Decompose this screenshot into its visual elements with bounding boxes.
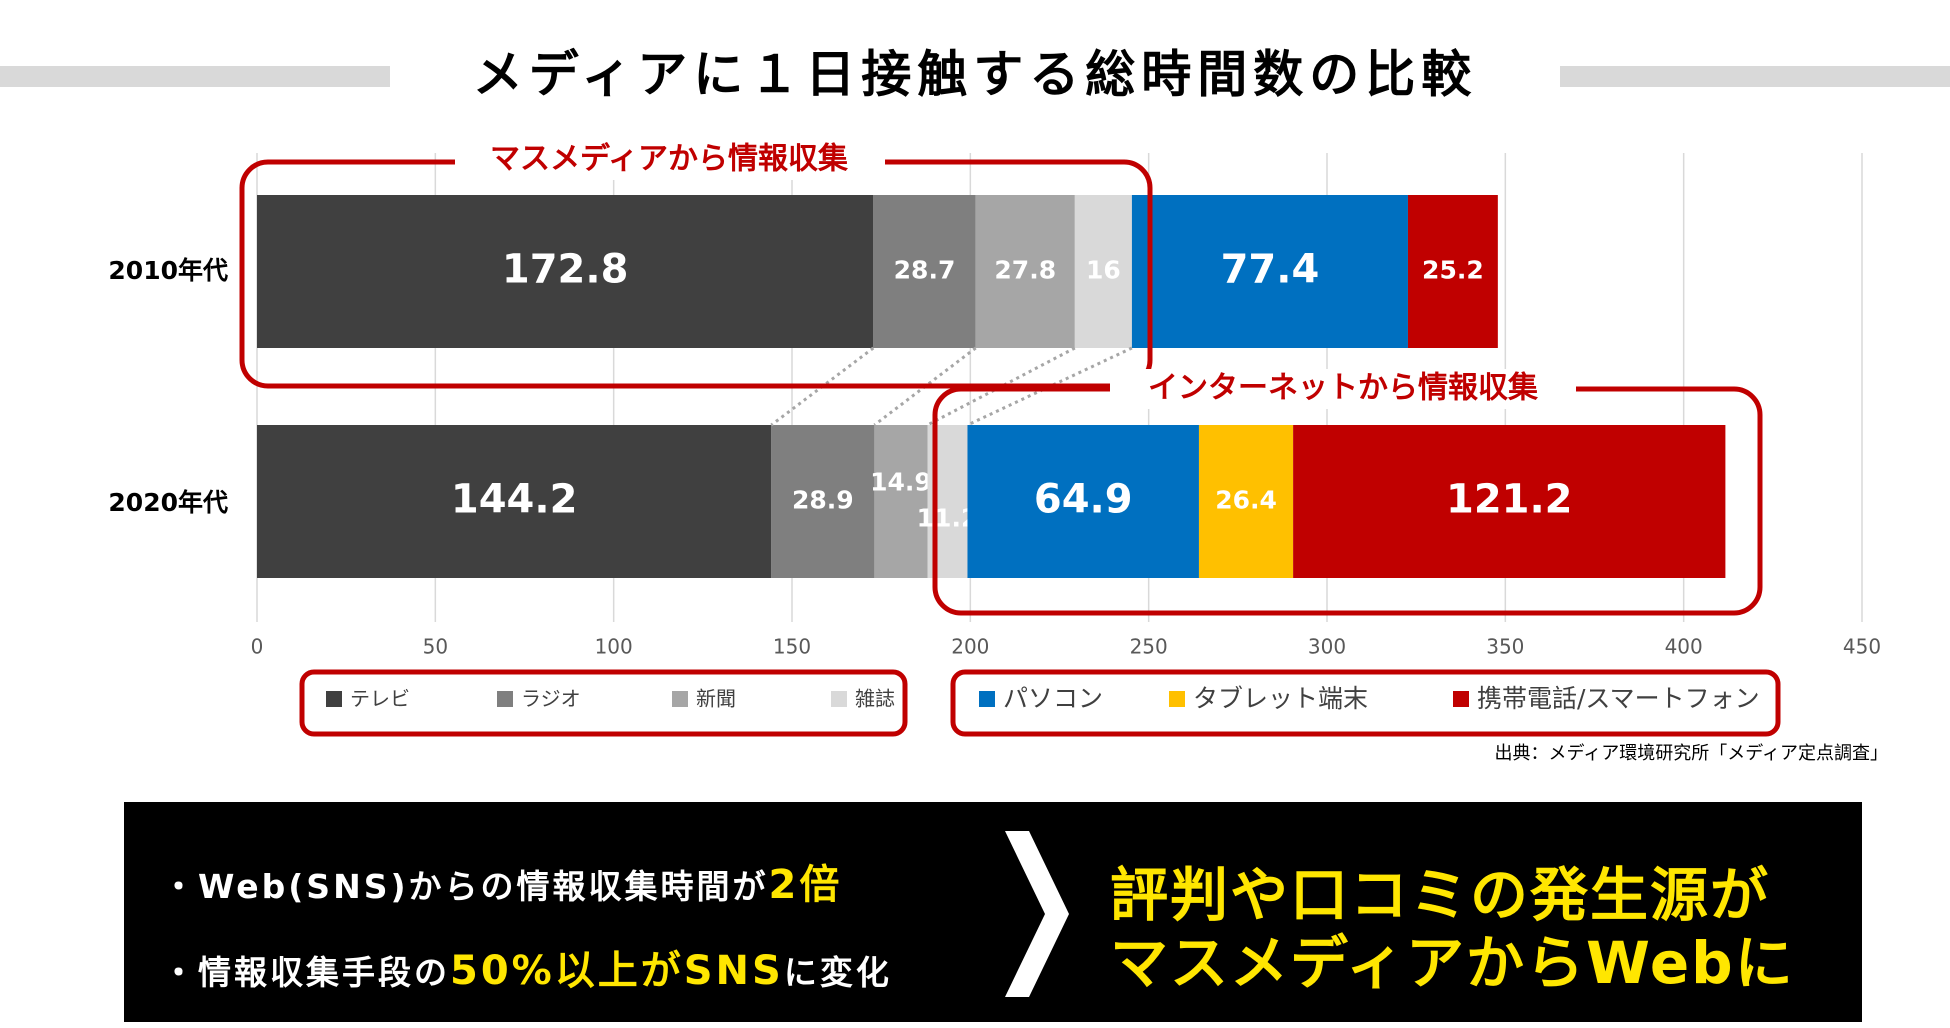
- legend-label: テレビ: [350, 687, 410, 711]
- legend-box: [299, 669, 908, 737]
- x-tick-label: 350: [1486, 635, 1524, 659]
- value-label: 172.8: [502, 247, 629, 293]
- value-label: 77.4: [1221, 247, 1320, 293]
- legend-box: [950, 669, 1781, 737]
- x-tick-label: 300: [1308, 635, 1346, 659]
- x-tick-label: 50: [423, 635, 448, 659]
- value-label: 121.2: [1446, 477, 1573, 523]
- legend-swatch: [831, 691, 847, 707]
- value-label: 16: [1086, 256, 1121, 285]
- value-label: 27.8: [994, 256, 1056, 285]
- x-tick-label: 250: [1130, 635, 1168, 659]
- bullet-text: に変化: [783, 953, 892, 992]
- bullet-text: ・情報収集手段の: [162, 953, 450, 992]
- bar-segment: [1074, 195, 1132, 348]
- legend-swatch: [1453, 691, 1469, 707]
- legend-label: 新聞: [696, 687, 736, 711]
- bar-segment: [1198, 425, 1294, 578]
- highlight: 50%以上がSNS: [450, 948, 784, 994]
- x-tick-label: 100: [595, 635, 633, 659]
- connector: [966, 346, 1133, 427]
- highlight: 2倍: [768, 862, 843, 908]
- value-label: 64.9: [1034, 477, 1133, 523]
- legend-label: 雑誌: [855, 687, 895, 711]
- legend-swatch: [497, 691, 513, 707]
- x-tick-label: 150: [773, 635, 811, 659]
- value-label: 14.9: [870, 468, 932, 497]
- chart-title: メディアに１日接触する総時間数の比較: [473, 46, 1478, 104]
- bar-segment: [873, 195, 976, 348]
- x-tick-label: 0: [251, 635, 264, 659]
- value-label: 26.4: [1215, 486, 1277, 515]
- legend-swatch: [1169, 691, 1185, 707]
- bar-segment: [1407, 195, 1498, 348]
- legend-label: 携帯電話/スマートフォン: [1477, 684, 1760, 713]
- annotation: インターネットから情報収集: [1148, 371, 1539, 406]
- annotation-bg: [1110, 369, 1576, 409]
- legend-label: ラジオ: [521, 687, 581, 711]
- value-label: 28.9: [792, 486, 854, 515]
- legend-label: パソコン: [1003, 684, 1103, 713]
- x-tick-label: 450: [1843, 635, 1881, 659]
- bar-segment: [257, 195, 874, 348]
- value-label: 28.7: [894, 256, 956, 285]
- bar-segment: [1293, 425, 1726, 578]
- bullet-text: ・Web(SNS)からの情報収集時間が: [162, 867, 769, 906]
- legend-swatch: [979, 691, 995, 707]
- arrow: [1005, 831, 1069, 997]
- x-tick-label: 400: [1665, 635, 1703, 659]
- bar-segment: [1131, 195, 1408, 348]
- bar-segment: [771, 425, 875, 578]
- bar-segment: [257, 425, 772, 578]
- category-label: 2020年代: [108, 488, 228, 517]
- x-tick-label: 200: [951, 635, 989, 659]
- bullet: ・情報収集手段の50%以上がSNSに変化: [162, 938, 892, 996]
- annotation: マスメディアから情報収集: [490, 142, 849, 177]
- value-label: 25.2: [1422, 256, 1484, 285]
- chart: メディアに１日接触する総時間数の比較 0 50 100 150 200 250 300 350…: [0, 46, 1950, 764]
- bar-segment: [874, 425, 928, 578]
- value-label: 144.2: [451, 477, 578, 523]
- legend-label: タブレット端末: [1193, 684, 1368, 713]
- source: 出典：メディア環境研究所「メディア定点調査」: [1495, 743, 1888, 764]
- bar-segment: [967, 425, 1199, 578]
- conclusion: 評判や口コミの発生源が: [1110, 861, 1771, 929]
- legend-swatch: [672, 691, 688, 707]
- category-label: 2010年代: [108, 256, 228, 285]
- bar-segment: [975, 195, 1075, 348]
- title-bg: [390, 50, 1560, 104]
- legend-swatch: [326, 691, 342, 707]
- summary-panel: ・Web(SNS)からの情報収集時間が2倍 ・情報収集手段の50%以上がSNSに…: [124, 802, 1862, 1022]
- annotation-bg: [455, 140, 885, 180]
- bullet: ・Web(SNS)からの情報収集時間が2倍: [162, 852, 842, 910]
- conclusion: マスメディアからWebに: [1110, 929, 1795, 997]
